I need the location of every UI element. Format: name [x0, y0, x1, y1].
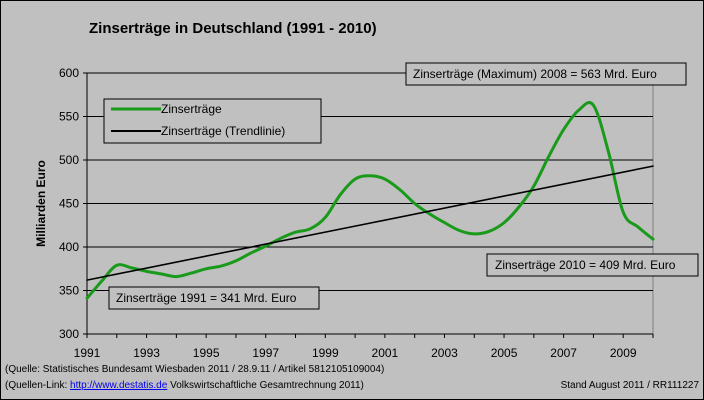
annotation-max: Zinserträge (Maximum) 2008 = 563 Mrd. Eu… — [405, 62, 687, 86]
source-line: (Quelle: Statistisches Bundesamt Wiesbad… — [5, 364, 384, 375]
y-tick-label: 450 — [59, 197, 79, 211]
series-line-zinsertraege — [85, 101, 655, 300]
source-link-suffix: Volkswirtschaftliche Gesamtrechnung 2011… — [167, 380, 364, 391]
x-axis-ticks: 1991 1993 1995 1997 1999 2001 2003 2005 2007 2009 — [74, 334, 654, 360]
y-axis-label: Milliarden Euro — [34, 160, 48, 247]
y-tick-label: 350 — [59, 284, 79, 298]
annotation-2010-text: Zinserträge 2010 = 409 Mrd. Euro — [495, 258, 676, 272]
annotation-1991: Zinserträge 1991 = 341 Mrd. Euro — [108, 286, 320, 310]
x-tick-label: 2007 — [550, 346, 577, 360]
y-tick-label: 400 — [59, 240, 79, 254]
x-tick-label: 1991 — [74, 346, 101, 360]
y-tick-label: 550 — [59, 110, 79, 124]
series-line-trend — [86, 165, 654, 281]
legend: Zinserträge Zinserträge (Trendlinie) — [103, 98, 322, 144]
x-tick-label: 2003 — [431, 346, 458, 360]
y-tick-label: 600 — [59, 66, 79, 80]
x-tick-label: 2005 — [491, 346, 518, 360]
annotation-max-text: Zinserträge (Maximum) 2008 = 563 Mrd. Eu… — [413, 67, 657, 81]
x-tick-label: 2009 — [610, 346, 637, 360]
source-link-prefix: (Quellen-Link: — [5, 380, 70, 391]
x-tick-label: 1995 — [193, 346, 220, 360]
x-tick-label: 1997 — [252, 346, 279, 360]
annotation-1991-text: Zinserträge 1991 = 341 Mrd. Euro — [116, 291, 297, 305]
legend-label-trend: Zinserträge (Trendlinie) — [161, 124, 285, 138]
y-tick-label: 300 — [59, 327, 79, 341]
x-tick-label: 1993 — [133, 346, 160, 360]
stand-text: Stand August 2011 / RR111227 — [561, 380, 700, 391]
y-tick-label: 500 — [59, 153, 79, 167]
chart-title: Zinserträge in Deutschland (1991 - 2010) — [89, 20, 377, 37]
source-link-line: (Quellen-Link: http://www.destatis.de Vo… — [5, 380, 364, 391]
series-layer — [85, 101, 655, 300]
destatis-link[interactable]: http://www.destatis.de — [70, 380, 168, 391]
x-tick-label: 1999 — [312, 346, 339, 360]
x-tick-label: 2001 — [372, 346, 399, 360]
legend-label-zinsertraege: Zinserträge — [161, 102, 222, 116]
annotation-2010: Zinserträge 2010 = 409 Mrd. Euro — [486, 253, 699, 277]
y-axis-ticks: 300 350 400 450 500 550 600 — [59, 66, 653, 341]
